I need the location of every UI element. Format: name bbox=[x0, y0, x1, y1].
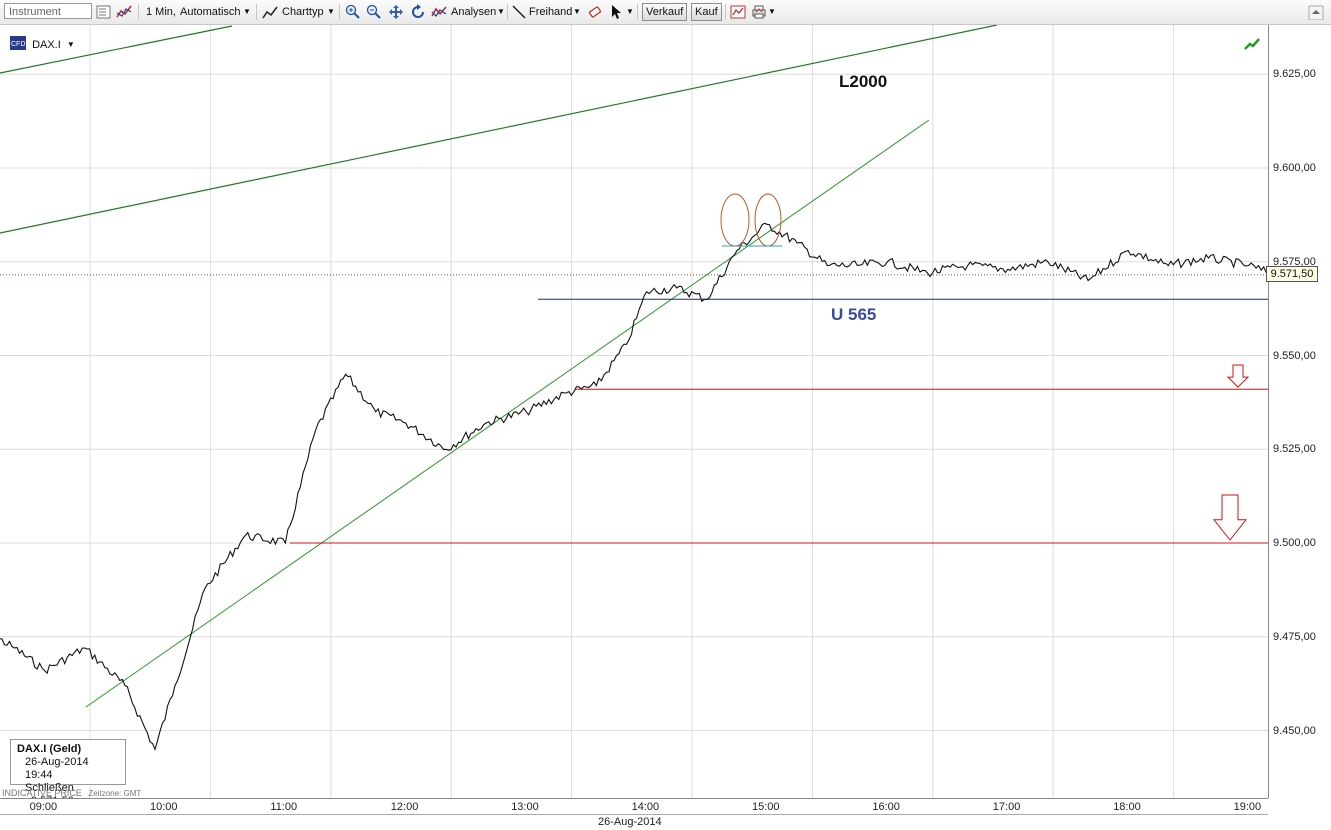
x-tick-label: 10:00 bbox=[150, 801, 178, 813]
current-price-tag: 9.571,50 bbox=[1266, 266, 1318, 282]
x-tick-label: 17:00 bbox=[992, 801, 1021, 813]
pan-icon[interactable] bbox=[388, 4, 404, 20]
analysis-icon[interactable] bbox=[431, 4, 447, 20]
freehand-dropdown[interactable]: Freihand bbox=[529, 6, 573, 18]
chevron-down-icon[interactable]: ▼ bbox=[66, 40, 75, 49]
y-tick-label: 9.550,00 bbox=[1273, 349, 1316, 362]
info-close-label: Schließen bbox=[25, 782, 74, 794]
line-chart-icon[interactable] bbox=[262, 4, 278, 20]
toolbar-separator bbox=[256, 4, 257, 20]
freehand-line-icon[interactable] bbox=[511, 4, 527, 20]
sell-button[interactable]: Verkauf bbox=[642, 3, 688, 21]
price-series-line bbox=[0, 222, 1268, 751]
info-datetime: 26-Aug-2014 19:44 bbox=[25, 756, 89, 781]
toolbar-separator bbox=[637, 4, 638, 20]
analysis-dropdown[interactable]: Analysen bbox=[451, 6, 497, 18]
chevron-down-icon[interactable]: ▼ bbox=[626, 7, 634, 16]
zoom-out-icon[interactable] bbox=[366, 4, 382, 20]
y-tick-label: 9.575,00 bbox=[1273, 255, 1316, 268]
y-axis[interactable] bbox=[1268, 25, 1331, 798]
scroll-up-icon[interactable] bbox=[1308, 4, 1324, 21]
price-info-box: DAX.I (Geld) 26-Aug-2014 19:44 Schließen… bbox=[10, 739, 126, 807]
x-axis[interactable] bbox=[0, 798, 1268, 815]
compare-chart-icon[interactable] bbox=[116, 4, 132, 20]
x-tick-label: 11:00 bbox=[270, 801, 298, 813]
interval-label[interactable]: 1 Min, bbox=[146, 6, 176, 18]
svg-text:CFD: CFD bbox=[11, 41, 25, 48]
refresh-icon[interactable] bbox=[410, 4, 426, 20]
y-tick-label: 9.450,00 bbox=[1273, 724, 1316, 737]
indicative-price-label: INDICATIVE PRICE Zeitzone: GMT bbox=[2, 788, 141, 798]
timezone-text: Zeitzone: GMT bbox=[88, 789, 142, 798]
buy-button[interactable]: Kauf bbox=[691, 3, 722, 21]
x-tick-label: 15:00 bbox=[752, 801, 780, 813]
y-tick-label: 9.600,00 bbox=[1273, 162, 1316, 174]
symbol-name: DAX.I bbox=[32, 38, 61, 51]
toolbar-separator bbox=[138, 4, 139, 20]
indicative-text: INDICATIVE PRICE bbox=[2, 788, 82, 798]
price-chart-svg[interactable] bbox=[0, 25, 1268, 798]
x-tick-label: 13:00 bbox=[511, 801, 539, 813]
trendline-rising bbox=[85, 119, 930, 708]
price-chart-area[interactable] bbox=[0, 25, 1268, 798]
search-list-icon[interactable] bbox=[96, 4, 112, 20]
cursor-icon[interactable] bbox=[608, 4, 624, 20]
date-axis: 26-Aug-2014 bbox=[0, 814, 1268, 830]
arrow-down-large-icon bbox=[1212, 494, 1248, 541]
y-tick-label: 9.475,00 bbox=[1273, 630, 1316, 643]
eraser-icon[interactable] bbox=[587, 4, 603, 20]
chevron-down-icon[interactable]: ▼ bbox=[768, 7, 776, 16]
y-tick-label: 9.625,00 bbox=[1273, 68, 1316, 81]
zoom-in-icon[interactable] bbox=[345, 4, 361, 20]
annotation-l2000[interactable]: L2000 bbox=[839, 72, 888, 91]
toolbar-separator bbox=[725, 4, 726, 20]
toolbar-separator bbox=[507, 4, 508, 20]
chevron-down-icon[interactable]: ▼ bbox=[573, 7, 581, 16]
x-tick-label: 16:00 bbox=[872, 801, 900, 813]
x-tick-label: 19:00 bbox=[1233, 801, 1262, 813]
x-tick-label: 12:00 bbox=[390, 801, 419, 813]
chevron-down-icon[interactable]: ▼ bbox=[497, 7, 505, 16]
chevron-down-icon[interactable]: ▼ bbox=[327, 7, 335, 16]
x-tick-label: 18:00 bbox=[1113, 801, 1141, 813]
x-tick-label: 14:00 bbox=[631, 801, 660, 813]
x-tick-label: 09:00 bbox=[29, 801, 58, 813]
toolbar-separator bbox=[339, 4, 340, 20]
instrument-input[interactable]: Instrument bbox=[4, 3, 92, 19]
instrument-logo-icon: CFD bbox=[10, 36, 26, 53]
trendline-l2000 bbox=[0, 25, 998, 234]
double-top-circle-left bbox=[720, 193, 750, 247]
print-icon[interactable] bbox=[751, 4, 767, 20]
live-indicator-icon bbox=[1244, 38, 1260, 53]
symbol-header[interactable]: CFD DAX.I ▼ bbox=[10, 36, 75, 53]
trendline-upper bbox=[0, 25, 233, 74]
interval-mode-dropdown[interactable]: Automatisch bbox=[180, 6, 241, 18]
date-label: 26-Aug-2014 bbox=[598, 816, 662, 828]
chevron-down-icon[interactable]: ▼ bbox=[243, 7, 251, 16]
chart-window-icon[interactable] bbox=[730, 4, 746, 20]
double-top-circle-right bbox=[754, 193, 782, 247]
charttype-dropdown[interactable]: Charttyp bbox=[282, 6, 324, 18]
info-title: DAX.I (Geld) bbox=[17, 743, 82, 755]
arrow-down-small-icon bbox=[1226, 364, 1250, 388]
y-tick-label: 9.525,00 bbox=[1273, 443, 1316, 456]
annotation-u565[interactable]: U 565 bbox=[831, 305, 877, 324]
y-tick-label: 9.500,00 bbox=[1273, 537, 1316, 549]
chart-toolbar: Instrument 1 Min, Automatisch ▼ Charttyp… bbox=[0, 0, 1331, 25]
